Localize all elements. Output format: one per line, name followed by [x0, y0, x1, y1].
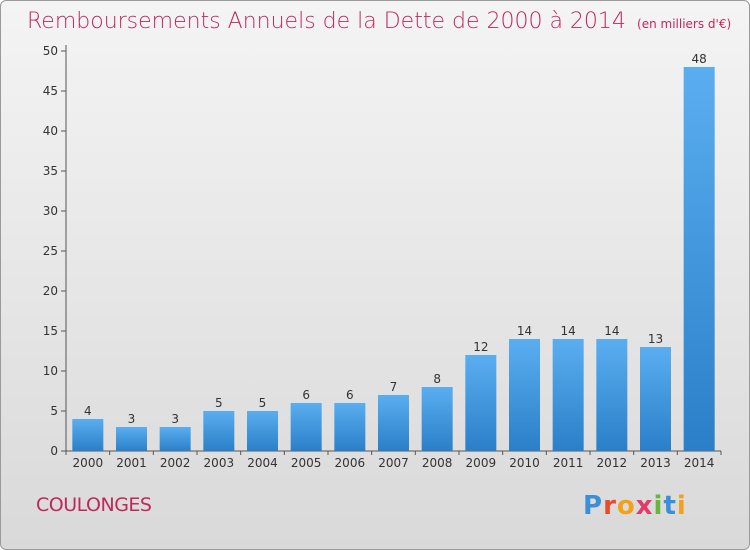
bar-2006: [334, 403, 366, 451]
town-name: COULONGES: [36, 494, 152, 516]
x-tick-label-2007: 2007: [378, 456, 409, 470]
value-label-2000: 4: [84, 404, 92, 418]
x-tick-label-2002: 2002: [160, 456, 191, 470]
x-tick-label-2003: 2003: [204, 456, 235, 470]
x-tick-label-2013: 2013: [640, 456, 671, 470]
x-tick-label-2005: 2005: [291, 456, 322, 470]
x-tick-label-2000: 2000: [73, 456, 104, 470]
proxiti-logo: Proxiti: [583, 491, 687, 521]
y-tick-label-10: 10: [43, 364, 58, 378]
value-label-2009: 12: [473, 340, 488, 354]
y-tick-label-20: 20: [43, 284, 58, 298]
value-label-2012: 14: [604, 324, 619, 338]
bar-2005: [290, 403, 322, 451]
value-label-2004: 5: [259, 396, 267, 410]
y-tick-label-45: 45: [43, 84, 58, 98]
bar-2008: [421, 387, 453, 451]
x-tick-label-2004: 2004: [247, 456, 278, 470]
bar-2004: [247, 411, 278, 451]
value-label-2007: 7: [390, 380, 398, 394]
x-tick-label-2006: 2006: [335, 456, 366, 470]
chart-title: Remboursements Annuels de la Dette de 20…: [27, 9, 731, 34]
value-label-2006: 6: [346, 388, 354, 402]
value-label-2002: 3: [171, 412, 179, 426]
chart-title-text: Remboursements Annuels de la Dette de 20…: [27, 9, 626, 34]
value-label-2011: 14: [561, 324, 576, 338]
bar-2003: [203, 411, 235, 451]
x-tick-label-2011: 2011: [553, 456, 584, 470]
value-label-2003: 5: [215, 396, 223, 410]
value-label-2014: 48: [692, 52, 707, 66]
value-label-2005: 6: [302, 388, 310, 402]
x-tick-label-2012: 2012: [597, 456, 628, 470]
bar-2000: [72, 419, 104, 451]
x-tick-label-2001: 2001: [116, 456, 147, 470]
y-tick-label-35: 35: [43, 164, 58, 178]
y-tick-label-50: 50: [43, 44, 58, 58]
y-tick-label-0: 0: [50, 444, 58, 458]
y-tick-label-15: 15: [43, 324, 58, 338]
bar-2013: [640, 347, 671, 451]
y-tick-label-25: 25: [43, 244, 58, 258]
y-tick-label-5: 5: [50, 404, 58, 418]
value-label-2010: 14: [517, 324, 532, 338]
bar-2007: [378, 395, 409, 451]
bar-2001: [116, 427, 147, 451]
x-tick-label-2010: 2010: [509, 456, 540, 470]
value-label-2008: 8: [433, 372, 441, 386]
x-tick-label-2014: 2014: [684, 456, 715, 470]
bar-2009: [465, 355, 497, 451]
y-tick-label-40: 40: [43, 124, 58, 138]
y-tick-label-30: 30: [43, 204, 58, 218]
bar-2014: [683, 67, 715, 451]
bar-2011: [552, 339, 584, 451]
bar-2010: [509, 339, 540, 451]
chart-unit: (en milliers d'€): [637, 17, 732, 31]
x-tick-label-2009: 2009: [466, 456, 497, 470]
bar-2012: [596, 339, 628, 451]
value-label-2013: 13: [648, 332, 663, 346]
x-tick-label-2008: 2008: [422, 456, 453, 470]
bar-2002: [159, 427, 191, 451]
value-label-2001: 3: [128, 412, 136, 426]
